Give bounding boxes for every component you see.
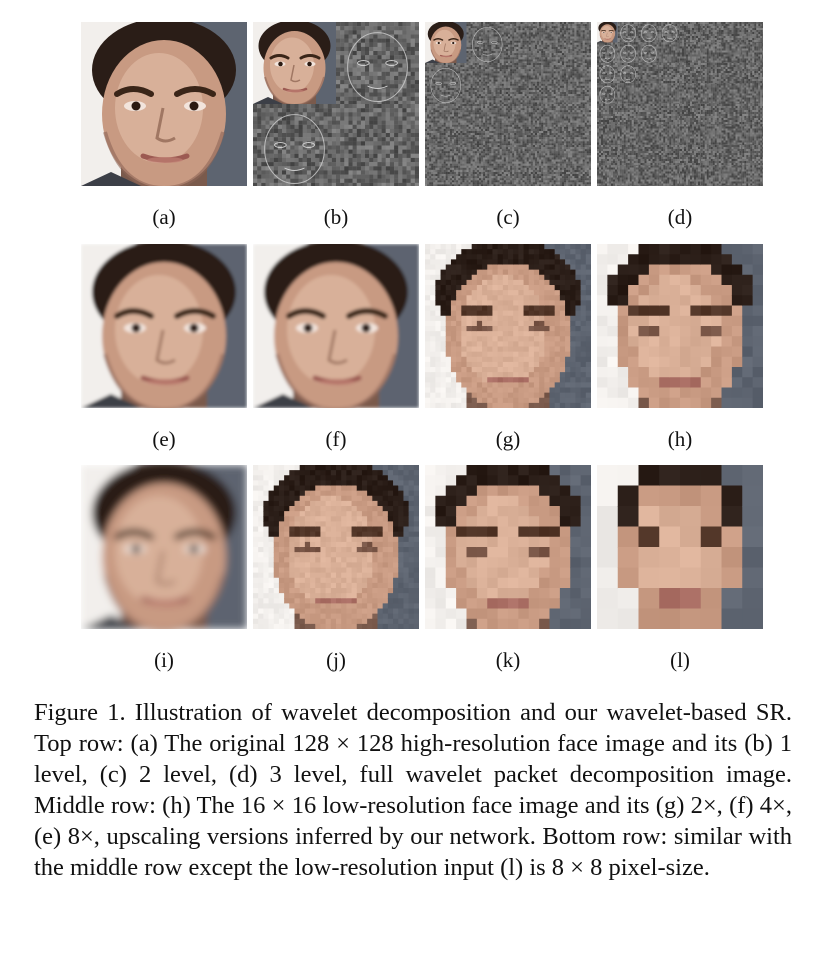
upscaled-from-8x8-i-image-graphic: [81, 465, 247, 629]
figure-caption: Figure 1. Illustration of wavelet decomp…: [34, 697, 792, 883]
panel-label-b: (b): [323, 205, 349, 229]
panel-label-h: (h): [667, 427, 693, 451]
wavelet-level2-image-graphic: [425, 22, 591, 186]
upscaled-4x-image: [253, 244, 419, 408]
upscaled-from-8x8-j-image: [253, 465, 419, 629]
panel-label-f: (f): [325, 427, 347, 451]
panel-label-j: (j): [326, 648, 346, 672]
upscaled-from-8x8-k-image: [425, 465, 591, 629]
panel-label-k: (k): [495, 648, 521, 672]
figure-grid: (a) (b) (c) (d) (e) (f) (g) (h): [81, 22, 763, 672]
panel-label-e: (e): [152, 427, 176, 451]
original-face-image-graphic: [81, 22, 247, 186]
low-res-16-image-graphic: [597, 244, 763, 408]
wavelet-level3-image: [597, 22, 763, 186]
upscaled-8x-image: [81, 244, 247, 408]
panel-label-i: (i): [154, 648, 174, 672]
panel-label-l: (l): [670, 648, 690, 672]
caption-text: Figure 1. Illustration of wavelet decomp…: [34, 699, 792, 881]
original-face-image: [81, 22, 247, 186]
panel-label-d: (d): [667, 205, 693, 229]
panel-label-c: (c): [496, 205, 520, 229]
panel-label-g: (g): [495, 427, 521, 451]
upscaled-2x-image-graphic: [425, 244, 591, 408]
low-res-16-image: [597, 244, 763, 408]
upscaled-2x-image: [425, 244, 591, 408]
wavelet-level3-image-graphic: [597, 22, 763, 186]
upscaled-from-8x8-j-image-graphic: [253, 465, 419, 629]
upscaled-8x-image-graphic: [81, 244, 247, 408]
upscaled-4x-image-graphic: [253, 244, 419, 408]
low-res-8-image: [597, 465, 763, 629]
low-res-8-image-graphic: [597, 465, 763, 629]
wavelet-level1-image: [253, 22, 419, 186]
wavelet-level1-image-graphic: [253, 22, 419, 186]
upscaled-from-8x8-i-image: [81, 465, 247, 629]
wavelet-level2-image: [425, 22, 591, 186]
upscaled-from-8x8-k-image-graphic: [425, 465, 591, 629]
panel-label-a: (a): [152, 205, 176, 229]
